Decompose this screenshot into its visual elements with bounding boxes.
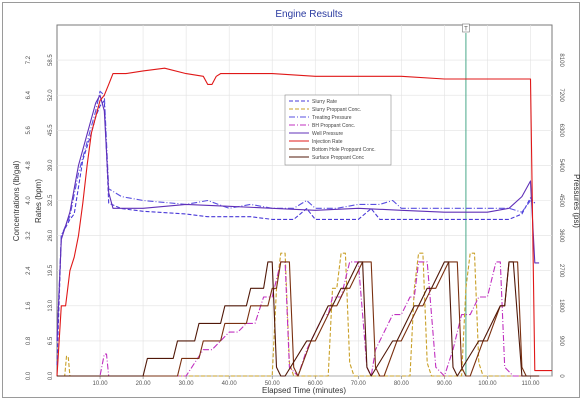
time-marker-label: T	[464, 27, 468, 33]
x-tick-label: 10.00	[93, 381, 109, 387]
pressure-tick-label: 0	[558, 374, 564, 378]
x-tick-label: 40.00	[222, 381, 238, 387]
concentration-tick-label: 0.8	[26, 336, 32, 345]
x-tick-label: 60.00	[308, 381, 324, 387]
pressure-tick-label: 8100	[558, 53, 564, 67]
pressure-tick-label: 7200	[558, 89, 564, 103]
concentration-axis-title: Concentrations (lb/gal)	[12, 160, 21, 241]
concentration-tick-label: 5.6	[26, 125, 32, 134]
series-lines	[56, 67, 552, 377]
chart-window: Engine Results 10.00 20.00 30.00 40.00 50.00…	[2, 2, 581, 398]
x-axis-ticks: 10.00 20.00 30.00 40.00 50.00 60.00 70.00 80.00…	[93, 376, 541, 387]
x-tick-label: 20.00	[136, 381, 152, 387]
rate-tick-label: 6.5	[48, 336, 54, 345]
rate-tick-label: 45.5	[48, 124, 54, 136]
x-tick-label: 50.00	[265, 381, 281, 387]
legend-label: Slurry Rate	[312, 99, 337, 105]
time-marker-box	[462, 23, 470, 33]
legend-label: Bottom Hole Proppant Conc.	[312, 147, 376, 153]
x-tick-label: 70.00	[351, 381, 367, 387]
concentration-tick-label: 4.0	[26, 196, 32, 205]
legend-label: Slurry Proppant Conc.	[312, 107, 361, 113]
legend-box	[284, 94, 392, 166]
series-line-6	[56, 67, 552, 377]
pressure-tick-label: 5400	[558, 159, 564, 173]
legend-label: Surface Proppant Conc	[312, 155, 364, 161]
concentration-tick-label: 0.0	[26, 371, 32, 380]
pressure-axis-title: Pressures (psi)	[572, 174, 581, 228]
x-axis-title: Elapsed Time (minutes)	[262, 386, 346, 395]
x-tick-label: 110.00	[522, 381, 541, 387]
pressure-tick-label: 3600	[558, 229, 564, 243]
legend-label: Treating Pressure	[312, 115, 352, 121]
x-tick-label: 90.00	[437, 381, 453, 387]
x-tick-label: 100.00	[478, 381, 497, 387]
pressure-tick-label: 1800	[558, 299, 564, 313]
concentration-tick-label: 1.6	[26, 301, 32, 310]
rate-tick-label: 0.0	[48, 371, 54, 380]
series-line-5	[56, 94, 540, 341]
time-marker[interactable]: T	[462, 23, 470, 376]
legend: Slurry Rate Slurry Proppant Conc. Treating…	[284, 94, 392, 166]
rate-tick-label: 26.0	[48, 229, 54, 241]
concentration-tick-label: 3.2	[26, 231, 32, 240]
rate-tick-label: 32.5	[48, 194, 54, 206]
x-tick-label: 80.00	[394, 381, 410, 387]
rate-tick-label: 13.0	[48, 299, 54, 311]
pressure-axis-ticks: 0 900 1800 2700 3600 4500 5400 6300 7200 8100	[558, 53, 564, 378]
pressure-tick-label: 4500	[558, 194, 564, 208]
concentration-tick-label: 6.4	[26, 90, 32, 99]
series-line-2	[57, 252, 540, 377]
legend-label: BH Proppant Conc.	[312, 123, 355, 129]
rate-axis-ticks: 0.0 6.5 13.0 19.5 26.0 32.5 39.0 45.5 52.0 58.5	[48, 54, 54, 381]
rate-tick-label: 39.0	[48, 159, 54, 171]
rate-axis-title: Rates (bpm)	[34, 179, 43, 223]
pressure-tick-label: 6300	[558, 124, 564, 138]
engine-results-chart: Engine Results 10.00 20.00 30.00 40.00 50.00…	[12, 9, 581, 395]
legend-label: Well Pressure	[312, 131, 343, 137]
legend-label: Injection Rate	[312, 139, 343, 145]
concentration-tick-label: 7.2	[26, 55, 32, 64]
series-line-7	[57, 261, 540, 377]
pressure-tick-label: 900	[558, 336, 564, 347]
concentration-tick-label: 2.4	[26, 266, 32, 275]
chart-title: Engine Results	[275, 9, 342, 20]
series-line-3	[56, 90, 531, 341]
rate-tick-label: 19.5	[48, 264, 54, 276]
pressure-tick-label: 2700	[558, 264, 564, 278]
series-line-8	[57, 261, 540, 377]
rate-tick-label: 58.5	[48, 54, 54, 66]
x-tick-label: 30.00	[179, 381, 195, 387]
rate-tick-label: 52.0	[48, 89, 54, 101]
concentration-tick-label: 4.8	[26, 161, 32, 170]
concentration-axis-ticks: 0.0 0.8 1.6 2.4 3.2 4.0 4.8 5.6 6.4 7.2	[26, 55, 32, 380]
